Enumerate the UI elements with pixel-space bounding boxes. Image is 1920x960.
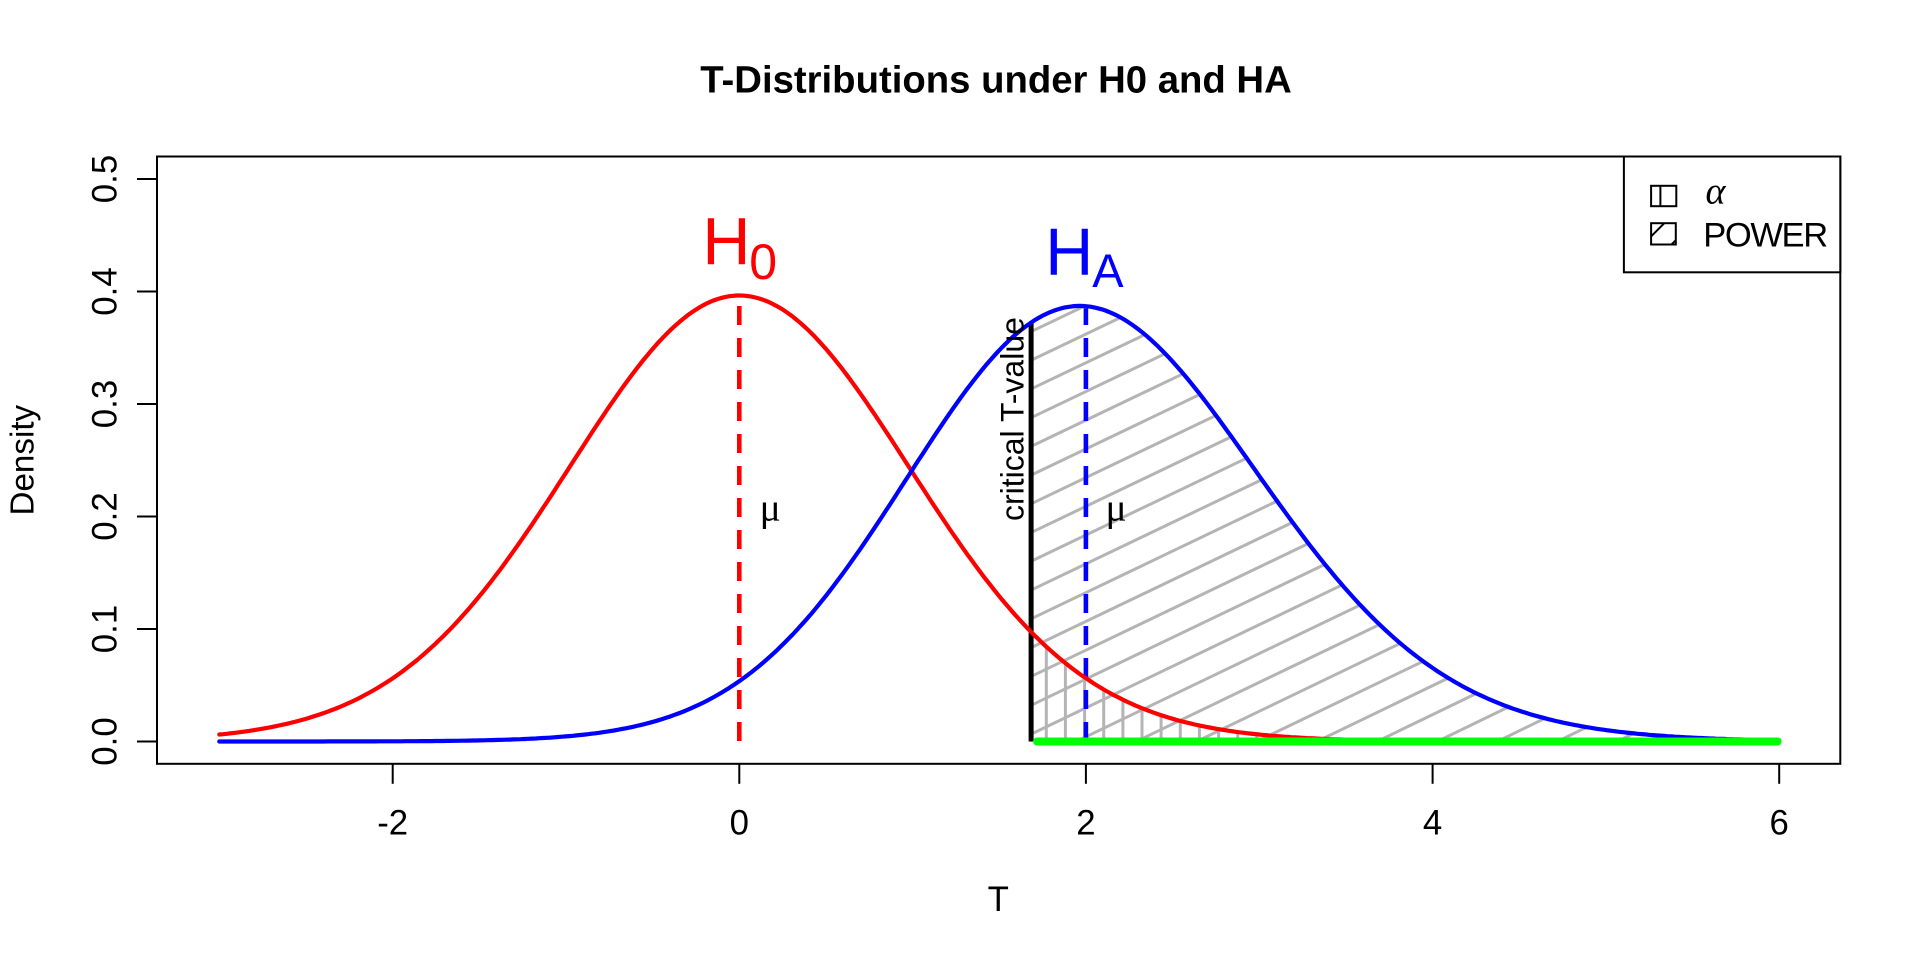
svg-text:0.5: 0.5: [86, 155, 125, 203]
svg-text:critical T-value: critical T-value: [994, 317, 1030, 521]
svg-text:T-Distributions under H0 and H: T-Distributions under H0 and HA: [700, 59, 1292, 102]
svg-text:2: 2: [1076, 804, 1095, 843]
svg-text:0.0: 0.0: [86, 717, 125, 765]
svg-text:0.4: 0.4: [86, 267, 125, 315]
svg-text:H: H: [1045, 216, 1093, 290]
svg-text:6: 6: [1770, 804, 1789, 843]
svg-text:H: H: [702, 206, 750, 280]
svg-text:4: 4: [1423, 804, 1442, 843]
svg-text:0: 0: [730, 804, 749, 843]
svg-text:0.3: 0.3: [86, 380, 125, 428]
svg-text:POWER: POWER: [1703, 217, 1827, 255]
svg-text:0: 0: [749, 234, 777, 290]
svg-text:α: α: [1706, 171, 1727, 213]
svg-text:0.1: 0.1: [86, 605, 125, 653]
svg-text:T: T: [988, 880, 1009, 919]
svg-text:A: A: [1092, 244, 1124, 297]
svg-text:0.2: 0.2: [86, 492, 125, 540]
svg-text:-2: -2: [377, 804, 408, 843]
svg-text:μ: μ: [1106, 486, 1127, 530]
svg-text:Density: Density: [4, 404, 41, 515]
svg-text:μ: μ: [760, 486, 781, 530]
